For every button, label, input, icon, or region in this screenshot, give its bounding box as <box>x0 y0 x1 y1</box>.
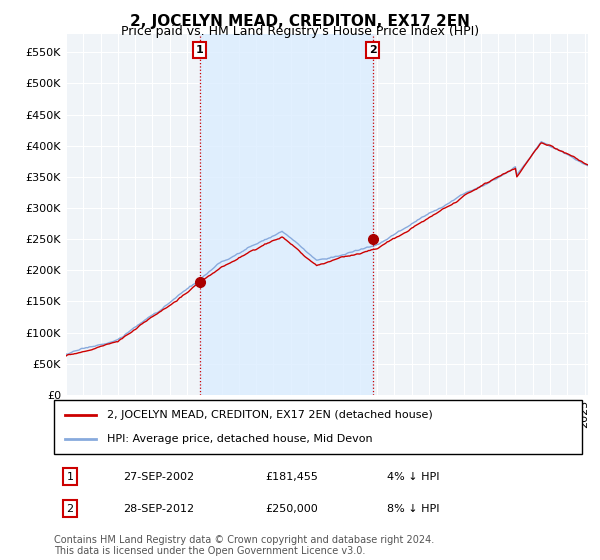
Text: HPI: Average price, detached house, Mid Devon: HPI: Average price, detached house, Mid … <box>107 433 373 444</box>
Bar <box>200 34 373 395</box>
Text: 4% ↓ HPI: 4% ↓ HPI <box>386 472 439 482</box>
Text: 27-SEP-2002: 27-SEP-2002 <box>122 472 194 482</box>
Text: £250,000: £250,000 <box>265 504 318 514</box>
Text: 2: 2 <box>66 504 73 514</box>
Text: 1: 1 <box>196 45 203 55</box>
Text: Contains HM Land Registry data © Crown copyright and database right 2024.
This d: Contains HM Land Registry data © Crown c… <box>54 535 434 557</box>
Text: 28-SEP-2012: 28-SEP-2012 <box>122 504 194 514</box>
FancyBboxPatch shape <box>54 400 582 454</box>
Text: £181,455: £181,455 <box>265 472 318 482</box>
Text: 8% ↓ HPI: 8% ↓ HPI <box>386 504 439 514</box>
Text: Price paid vs. HM Land Registry's House Price Index (HPI): Price paid vs. HM Land Registry's House … <box>121 25 479 38</box>
Text: 2: 2 <box>369 45 377 55</box>
Text: 1: 1 <box>67 472 73 482</box>
Text: 2, JOCELYN MEAD, CREDITON, EX17 2EN (detached house): 2, JOCELYN MEAD, CREDITON, EX17 2EN (det… <box>107 410 433 421</box>
Text: 2, JOCELYN MEAD, CREDITON, EX17 2EN: 2, JOCELYN MEAD, CREDITON, EX17 2EN <box>130 14 470 29</box>
